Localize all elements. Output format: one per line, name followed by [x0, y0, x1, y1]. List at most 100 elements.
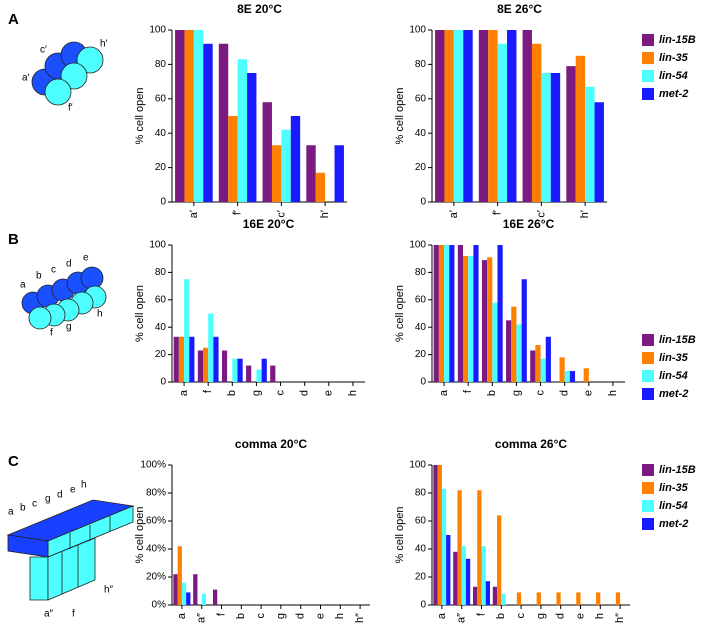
x-tick-label: f′	[232, 210, 244, 215]
bar	[492, 302, 498, 382]
y-tick-label: 60%	[146, 516, 166, 527]
x-tick-label: g	[275, 613, 287, 619]
y-tick-label: 20%	[146, 572, 166, 583]
bar	[177, 546, 182, 605]
bar	[449, 245, 455, 382]
y-tick-label: 80%	[146, 488, 166, 499]
bar	[189, 336, 195, 382]
bar	[501, 593, 506, 605]
bar	[446, 535, 451, 605]
diagram-c	[6, 499, 135, 601]
legend-swatch	[642, 334, 654, 346]
chart-title: 16E 26°C	[503, 217, 555, 231]
bar	[228, 116, 238, 202]
bar	[465, 558, 471, 605]
x-tick-label: f′	[492, 210, 504, 215]
x-tick-label: e	[323, 390, 335, 396]
diagram-label: g	[66, 322, 72, 333]
bar	[463, 30, 473, 202]
legend-swatch	[642, 500, 654, 512]
bar	[435, 30, 445, 202]
diagram-label: a	[8, 507, 14, 518]
y-tick-label: 80	[155, 267, 167, 278]
bar	[181, 582, 187, 605]
bar	[507, 30, 517, 202]
y-tick-label: 20	[415, 162, 427, 173]
bar	[531, 43, 542, 203]
bar	[497, 515, 502, 605]
bar	[203, 347, 209, 382]
bar	[433, 465, 438, 605]
diagram-label: h′	[100, 39, 108, 50]
x-tick-label: f	[215, 612, 227, 616]
legend-label: lin-35	[659, 482, 689, 494]
bar	[497, 43, 508, 203]
bar	[575, 55, 586, 202]
x-tick-label: a	[436, 612, 448, 619]
bar	[559, 357, 565, 382]
bar	[457, 245, 464, 382]
x-tick-label: d	[555, 613, 567, 619]
diagram-label: c′	[40, 45, 47, 56]
panel-label: C	[8, 453, 19, 470]
y-tick-label: 80	[415, 267, 427, 278]
bar	[485, 581, 491, 605]
diagram-label: c	[51, 265, 56, 276]
bar	[315, 172, 326, 202]
x-tick-label: a″	[456, 613, 468, 623]
bar	[468, 255, 474, 382]
diagram-label: a	[20, 280, 26, 291]
x-tick-label: h″	[354, 613, 366, 623]
bar	[201, 593, 206, 605]
diagram-label: d	[66, 259, 72, 270]
x-tick-label: a″	[196, 613, 208, 623]
bar	[564, 371, 570, 382]
legend-swatch	[642, 52, 654, 64]
y-tick-label: 40	[415, 128, 427, 139]
bar	[596, 592, 601, 605]
y-axis-label: % cell open	[394, 285, 406, 342]
y-tick-label: 80	[155, 59, 167, 70]
x-tick-label: f	[475, 612, 487, 616]
y-tick-label: 100	[409, 460, 426, 471]
legend-swatch	[642, 70, 654, 82]
bar	[516, 592, 522, 605]
bar	[256, 369, 262, 382]
legend-swatch	[642, 88, 654, 100]
diagram-label: h″	[104, 585, 114, 596]
x-tick-label: e	[574, 613, 586, 619]
bar	[522, 30, 532, 202]
x-tick-label: c	[515, 613, 527, 619]
bar	[444, 245, 450, 382]
chart-title: comma 20°C	[235, 437, 307, 451]
y-axis-label: % cell open	[394, 88, 406, 145]
bar	[193, 574, 198, 605]
bar	[516, 324, 522, 382]
bar	[540, 358, 546, 382]
y-tick-label: 20	[155, 162, 167, 173]
bar	[444, 30, 454, 202]
x-tick-label: a	[178, 389, 190, 396]
x-tick-label: c	[534, 390, 546, 396]
y-tick-label: 80	[415, 488, 427, 499]
diagram-label: a′	[22, 73, 30, 84]
y-tick-label: 0	[160, 377, 166, 388]
x-tick-label: b	[226, 390, 238, 396]
bar	[487, 257, 493, 382]
x-tick-label: a	[438, 389, 450, 396]
bar	[511, 306, 517, 382]
diagram-label: d	[57, 490, 63, 501]
x-tick-label: g	[250, 390, 262, 396]
bar	[461, 546, 466, 605]
legend-label: lin-35	[659, 352, 689, 364]
bar	[334, 145, 344, 202]
x-tick-label: e	[583, 390, 595, 396]
diagram-a	[31, 41, 104, 106]
bar	[270, 365, 276, 382]
bar	[472, 586, 478, 605]
bar	[497, 245, 503, 382]
bar	[521, 279, 527, 382]
bar	[453, 30, 464, 202]
bar	[218, 43, 229, 203]
y-tick-label: 40	[415, 322, 427, 333]
